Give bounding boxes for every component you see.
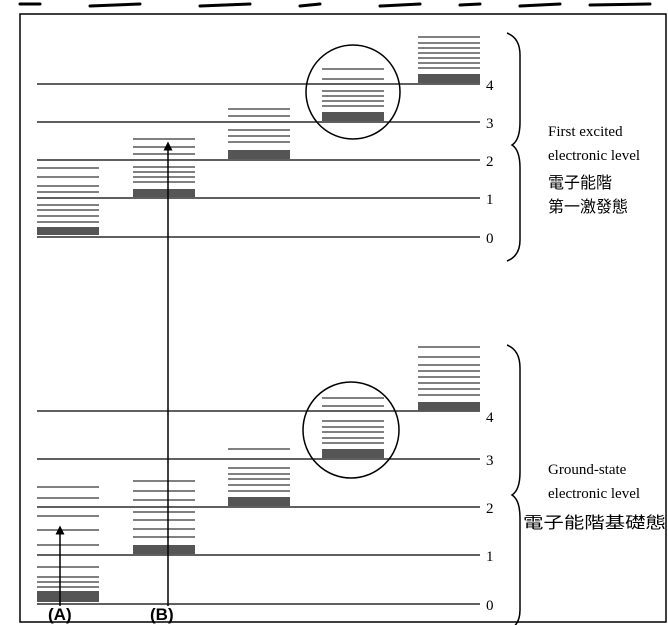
- ground-rotational-stack-0: [37, 486, 99, 588]
- excited-label-zh-line1: 電子能階: [548, 173, 612, 192]
- excited-level-numbers: 0 1 2 3 4: [486, 78, 494, 247]
- excited-state-group: 0 1 2 3 4: [37, 32, 640, 262]
- ground-band-2: [228, 497, 290, 506]
- ground-rotational-stack-1: [133, 480, 195, 538]
- excited-label-en-line2: electronic level: [548, 148, 640, 164]
- ground-rotational-stack-4: [418, 346, 480, 396]
- ground-state-group: 0 1 2 3 4: [37, 344, 666, 625]
- ground-label-en-line2: electronic level: [548, 486, 640, 502]
- excited-level-number-3: 3: [486, 116, 494, 132]
- excited-band-4: [418, 74, 480, 83]
- ground-level-number-3: 3: [486, 453, 494, 469]
- arrow-a-label: (A): [48, 605, 72, 624]
- excited-brace: [506, 32, 521, 262]
- excited-level-number-1: 1: [486, 192, 494, 208]
- excited-rotational-stack-4: [418, 36, 480, 69]
- ground-level-numbers: 0 1 2 3 4: [486, 410, 494, 614]
- excited-level-number-0: 0: [486, 231, 494, 247]
- excited-rotational-stack-0: [37, 167, 99, 223]
- excited-level-number-4: 4: [486, 78, 494, 94]
- ground-label-en-line1: Ground-state: [548, 462, 627, 478]
- excited-band-1: [133, 189, 195, 197]
- ground-label-zh-line1: 電子能階基礎態: [523, 513, 666, 532]
- ground-band-3: [322, 449, 384, 458]
- ground-level-lines: [37, 410, 480, 605]
- excited-level-number-2: 2: [486, 154, 494, 170]
- ground-level-number-2: 2: [486, 501, 494, 517]
- excited-label-en-line1: First excited: [548, 124, 623, 140]
- excited-rotational-stack-3: [322, 68, 384, 107]
- ground-band-0: [37, 591, 99, 602]
- excited-rotational-stack-1: [133, 138, 195, 183]
- ground-rotational-stack-3: [322, 397, 384, 444]
- ground-level-number-4: 4: [486, 410, 494, 426]
- ground-rotational-stack-2: [228, 448, 290, 492]
- figure-frame: [19, 13, 667, 623]
- excited-level-lines: [37, 83, 480, 238]
- ground-highlight-circle: [302, 381, 400, 479]
- arrow-b-label: (B): [150, 605, 174, 624]
- excited-band-0: [37, 227, 99, 235]
- excited-label-zh-line2: 第一激發態: [548, 197, 628, 216]
- ground-band-4: [418, 402, 480, 411]
- excited-band-2: [228, 150, 290, 159]
- ground-level-number-0: 0: [486, 598, 494, 614]
- ground-brace: [506, 344, 521, 625]
- excited-rotational-stack-2: [228, 108, 290, 143]
- ground-level-number-1: 1: [486, 549, 494, 565]
- ground-band-1: [133, 545, 195, 554]
- excited-highlight-circle: [305, 44, 401, 140]
- excited-band-3: [322, 112, 384, 121]
- cropped-top-marks: [18, 2, 652, 8]
